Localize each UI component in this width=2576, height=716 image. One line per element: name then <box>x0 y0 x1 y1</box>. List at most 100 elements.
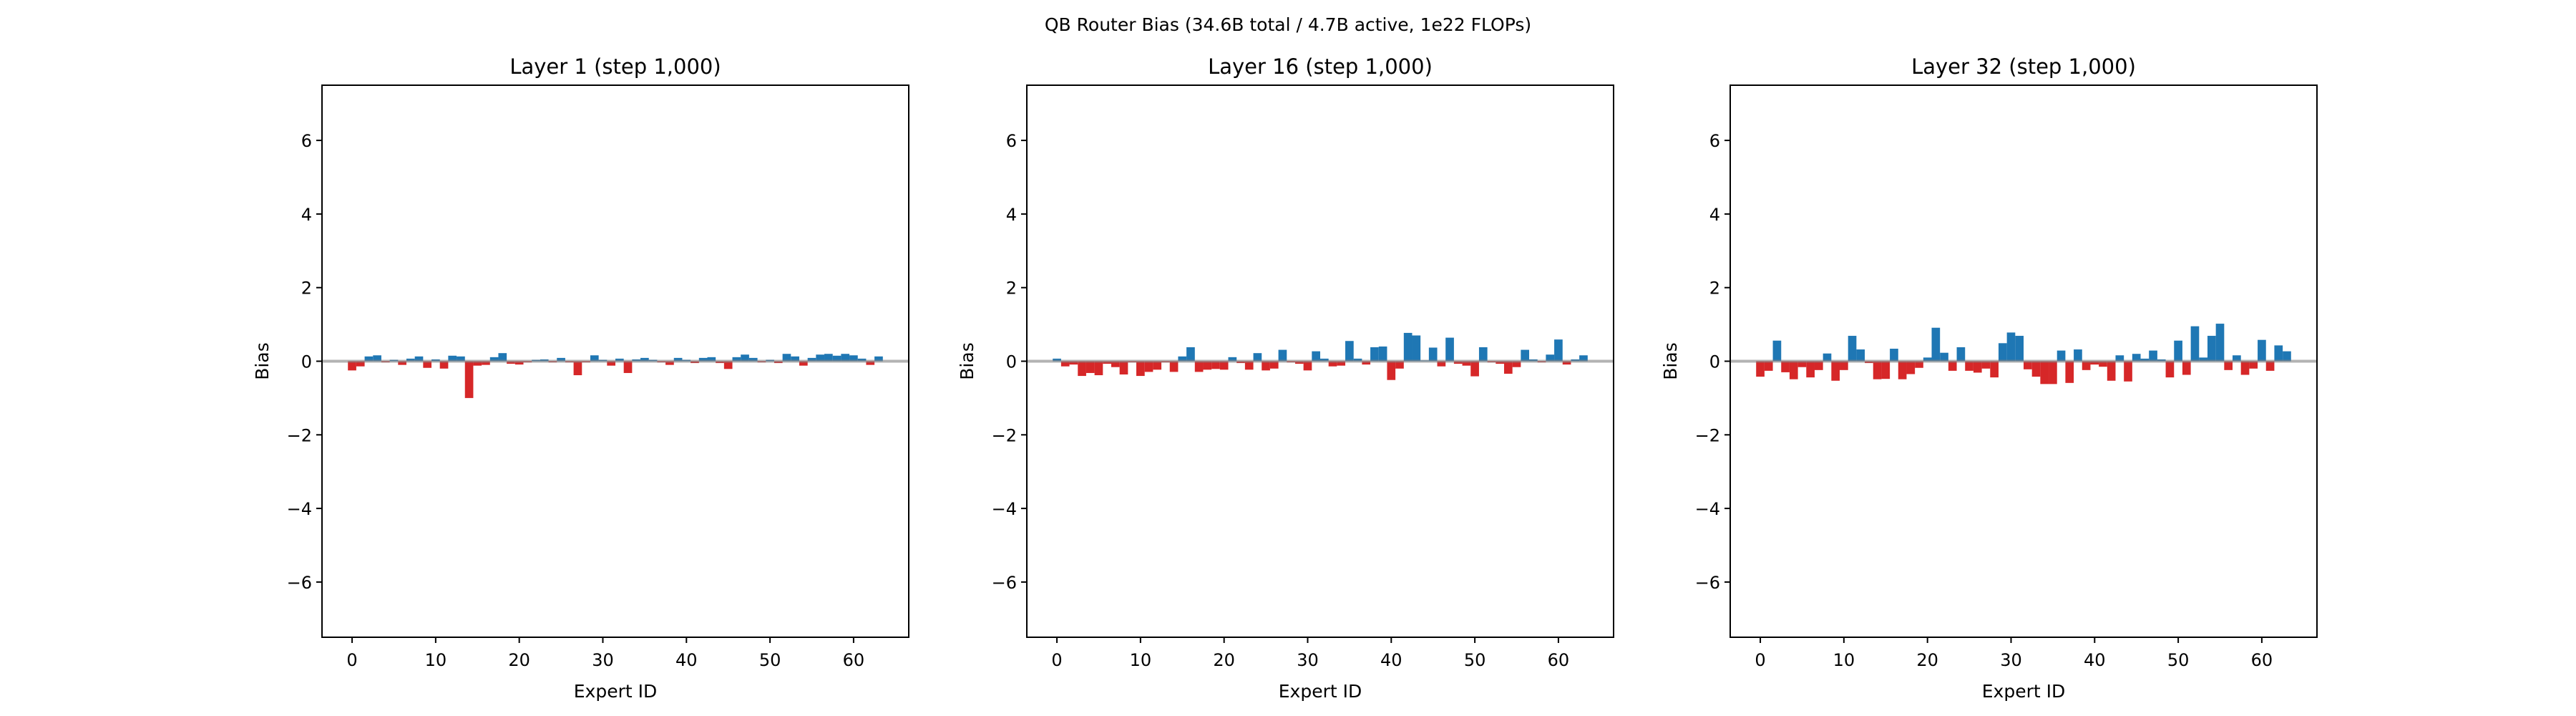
bar-expert-50 <box>1470 361 1479 377</box>
bar-expert-1 <box>356 361 365 367</box>
bar-expert-54 <box>2207 336 2216 362</box>
bar-expert-37 <box>2065 361 2074 383</box>
y-tick-label: −2 <box>1695 425 1720 445</box>
bar-expert-34 <box>2040 361 2049 384</box>
bar-expert-39 <box>2082 361 2091 370</box>
bar-expert-55 <box>1512 361 1521 367</box>
bar-expert-18 <box>498 353 507 362</box>
y-axis-label: Bias <box>957 342 977 379</box>
bar-expert-23 <box>1244 361 1254 370</box>
bar-expert-20 <box>1923 357 1932 362</box>
bar-expert-31 <box>1312 351 1320 362</box>
bar-expert-17 <box>1194 361 1204 372</box>
panel-title: Layer 1 (step 1,000) <box>509 54 721 79</box>
bar-expert-62 <box>866 361 875 365</box>
bar-expert-6 <box>398 361 406 365</box>
y-tick-label: −6 <box>287 573 312 593</box>
bar-expert-38 <box>665 361 674 365</box>
bar-expert-42 <box>698 357 708 362</box>
y-tick-label: 0 <box>1709 352 1720 372</box>
x-tick-label: 60 <box>1548 650 1570 670</box>
bar-expert-4 <box>1085 361 1095 373</box>
bar-expert-60 <box>1554 339 1563 362</box>
bar-expert-36 <box>2057 350 2066 362</box>
x-tick-label: 30 <box>1297 650 1319 670</box>
bar-expert-16 <box>482 361 490 365</box>
bar-expert-0 <box>348 361 356 371</box>
bar-expert-37 <box>1362 361 1371 365</box>
y-tick-label: −4 <box>1695 499 1720 519</box>
bar-expert-17 <box>1898 361 1907 379</box>
bar-expert-42 <box>2107 361 2116 381</box>
bar-expert-15 <box>1178 356 1187 362</box>
bar-expert-2 <box>1772 340 1782 362</box>
bar-expert-34 <box>1337 361 1346 366</box>
y-tick-label: 2 <box>301 279 312 299</box>
bar-expert-22 <box>1940 352 1948 362</box>
figure-suptitle: QB Router Bias (34.6B total / 4.7B activ… <box>1045 14 1531 35</box>
bar-expert-59 <box>2249 361 2258 369</box>
bar-expert-54 <box>799 361 808 366</box>
y-tick-label: 4 <box>1709 205 1720 225</box>
bar-expert-33 <box>623 361 633 373</box>
bar-expert-46 <box>1437 361 1446 367</box>
bar-expert-27 <box>1278 349 1287 362</box>
bar-expert-14 <box>1873 361 1882 379</box>
bar-expert-16 <box>1186 347 1195 362</box>
bar-expert-48 <box>748 357 758 362</box>
bar-expert-55 <box>807 357 816 362</box>
x-tick-label: 60 <box>843 650 865 670</box>
y-tick-label: 4 <box>1006 205 1017 225</box>
bar-expert-25 <box>1262 361 1270 371</box>
bar-expert-18 <box>1203 361 1212 370</box>
bar-expert-8 <box>1823 353 1832 362</box>
panel-title: Layer 32 (step 1,000) <box>1911 54 2136 79</box>
bar-expert-55 <box>2215 324 2225 362</box>
bar-expert-32 <box>2024 361 2032 369</box>
bar-expert-56 <box>1521 349 1530 362</box>
bar-expert-12 <box>1153 361 1162 370</box>
bar-expert-63 <box>1579 355 1588 362</box>
bar-expert-52 <box>2190 326 2200 362</box>
bar-expert-7 <box>1814 361 1823 370</box>
y-tick-label: 4 <box>301 205 312 225</box>
x-tick-label: 60 <box>2251 650 2273 670</box>
bar-expert-60 <box>849 355 858 362</box>
bar-expert-9 <box>1831 361 1840 381</box>
bar-expert-23 <box>1948 361 1957 371</box>
bar-expert-61 <box>1562 361 1571 365</box>
bar-expert-45 <box>1428 347 1438 362</box>
bar-expert-33 <box>2031 361 2041 377</box>
bar-expert-45 <box>723 361 733 369</box>
bar-expert-47 <box>741 354 749 362</box>
bar-expert-6 <box>1806 361 1815 378</box>
bar-expert-49 <box>2165 361 2175 378</box>
bar-expert-25 <box>1965 361 1974 371</box>
bar-expert-40 <box>1387 361 1396 380</box>
x-axis-label: Expert ID <box>1279 681 1362 702</box>
bar-expert-49 <box>1462 361 1471 366</box>
bar-expert-15 <box>473 361 482 366</box>
bar-expert-16 <box>1890 349 1898 362</box>
bar-expert-46 <box>732 357 741 362</box>
bar-expert-41 <box>1395 361 1404 369</box>
bar-expert-57 <box>824 354 833 362</box>
bar-expert-59 <box>1546 354 1555 362</box>
bar-expert-38 <box>2074 349 2082 362</box>
bar-expert-7 <box>1111 361 1120 367</box>
bar-expert-3 <box>373 355 381 362</box>
x-tick-label: 0 <box>1755 650 1765 670</box>
panel-1: 0 10 20 30 40 50 60 −6 −4 −2 0 2 4 6 Layer 1 (step 1,0… <box>252 54 909 702</box>
bar-expert-11 <box>439 361 449 369</box>
bar-expert-53 <box>791 356 799 362</box>
bar-expert-19 <box>1915 361 1923 368</box>
bar-expert-26 <box>1973 361 1982 373</box>
x-tick-label: 50 <box>2167 650 2190 670</box>
x-tick-label: 50 <box>1464 650 1486 670</box>
x-tick-label: 20 <box>1213 650 1235 670</box>
bar-expert-53 <box>2199 357 2207 362</box>
bar-expert-2 <box>364 356 374 362</box>
bar-expert-24 <box>1253 353 1262 362</box>
bar-expert-10 <box>1136 361 1145 377</box>
bar-expert-27 <box>573 361 582 376</box>
